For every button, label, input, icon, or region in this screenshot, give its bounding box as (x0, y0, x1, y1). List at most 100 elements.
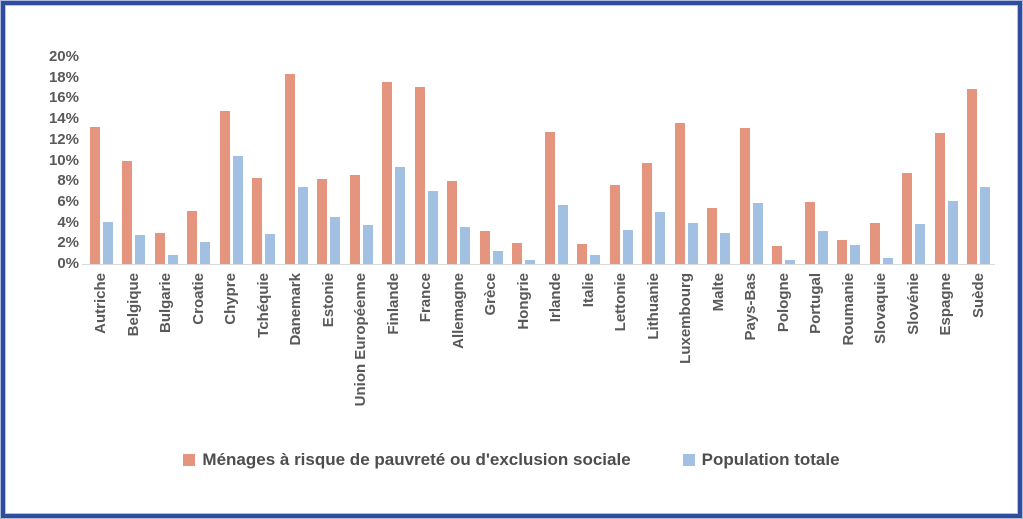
bar-population-suede (980, 187, 991, 264)
bar-population-union-europeenne (362, 224, 373, 264)
plot-area (82, 57, 995, 265)
bar-population-belgique (135, 235, 146, 264)
x-label-pays-bas: Pays-Bas (742, 273, 760, 341)
x-label-union-europeenne: Union Européenne (352, 273, 370, 407)
x-label-danemark: Danemark (287, 273, 305, 346)
x-label-tchequie: Tchéquie (254, 273, 272, 338)
x-label-espagne: Espagne (937, 273, 955, 336)
bar-menages-croatie (187, 211, 198, 264)
bar-menages-lettonie (609, 185, 620, 264)
x-label-autriche: Autriche (92, 273, 110, 334)
x-label-croatie: Croatie (189, 273, 207, 325)
bar-menages-union-europeenne (349, 175, 360, 264)
bar-menages-bulgarie (154, 232, 165, 264)
bar-population-italie (590, 254, 601, 264)
bar-population-irlande (557, 205, 568, 264)
bar-menages-irlande (544, 131, 555, 264)
bar-menages-allemagne (447, 181, 458, 264)
bar-population-espagne (947, 200, 958, 264)
bar-population-estonie (330, 217, 341, 264)
bar-population-pays-bas (752, 202, 763, 264)
bar-menages-italie (577, 244, 588, 264)
bar-menages-suede (967, 89, 978, 264)
x-label-belgique: Belgique (124, 273, 142, 337)
x-axis-line (82, 264, 995, 265)
bar-menages-estonie (317, 179, 328, 264)
y-tick-label-16: 16% (48, 89, 79, 107)
x-label-finlande: Finlande (384, 273, 402, 335)
bar-population-roumanie (850, 245, 861, 264)
x-label-portugal: Portugal (807, 273, 825, 334)
x-label-roumanie: Roumanie (839, 273, 857, 346)
y-tick-label-0: 0% (57, 255, 79, 272)
bar-population-chypre (232, 156, 243, 264)
bar-population-france (427, 190, 438, 264)
x-label-chypre: Chypre (222, 273, 240, 325)
y-tick-label-20: 20% (48, 48, 79, 65)
legend-label-population: Population totale (701, 450, 840, 469)
bar-menages-roumanie (837, 240, 848, 264)
legend-label-menages: Ménages à risque de pauvreté ou d'exclus… (202, 450, 631, 469)
bar-population-autriche (102, 221, 113, 264)
bar-population-slovenie (915, 223, 926, 264)
bar-menages-belgique (122, 160, 133, 264)
bar-population-portugal (817, 230, 828, 264)
bar-chart: 20% 18% 16% 14% 12% 10% 8% 6% 4% 2% 0% Autriche Bel… (5, 5, 1018, 514)
bar-menages-grece (479, 230, 490, 264)
bar-menages-hongrie (512, 243, 523, 264)
x-label-lettonie: Lettonie (612, 273, 630, 332)
y-tick-label-14: 14% (48, 110, 79, 128)
legend-item-population: Population totale (682, 450, 840, 470)
x-label-estonie: Estonie (319, 273, 337, 328)
legend-item-menages: Ménages à risque de pauvreté ou d'exclus… (183, 450, 631, 470)
bar-menages-pologne (772, 246, 783, 264)
bar-population-malte (720, 232, 731, 264)
x-label-italie: Italie (579, 273, 597, 308)
bar-menages-france (414, 87, 425, 264)
bar-population-croatie (200, 242, 211, 264)
bar-population-danemark (297, 187, 308, 264)
y-tick-label-18: 18% (48, 68, 79, 86)
bar-population-grece (492, 250, 503, 264)
bar-menages-chypre (219, 110, 230, 264)
x-label-pologne: Pologne (774, 273, 792, 333)
x-label-irlande: Irlande (547, 273, 565, 323)
x-label-luxembourg: Luxembourg (677, 273, 695, 364)
bar-menages-luxembourg (674, 123, 685, 264)
x-label-slovenie: Slovénie (904, 273, 922, 335)
bar-population-bulgarie (167, 254, 178, 264)
legend: Ménages à risque de pauvreté ou d'exclus… (5, 448, 1018, 472)
x-label-slovaquie: Slovaquie (872, 273, 890, 344)
x-label-allemagne: Allemagne (449, 273, 467, 349)
bar-menages-malte (707, 208, 718, 264)
bar-population-pologne (785, 259, 796, 264)
y-tick-label-12: 12% (48, 130, 79, 148)
bar-menages-lithuanie (642, 162, 653, 264)
bar-population-finlande (395, 166, 406, 264)
x-label-malte: Malte (709, 273, 727, 312)
bar-population-tchequie (265, 234, 276, 264)
bar-menages-slovenie (902, 172, 913, 264)
bar-population-hongrie (525, 259, 536, 264)
y-tick-label-4: 4% (57, 213, 79, 231)
bar-menages-espagne (934, 132, 945, 264)
x-label-hongrie: Hongrie (514, 273, 532, 330)
bar-population-lettonie (622, 229, 633, 264)
bar-population-slovaquie (882, 257, 893, 264)
bar-menages-pays-bas (739, 128, 750, 264)
bar-population-lithuanie (655, 212, 666, 264)
y-tick-label-10: 10% (48, 151, 79, 169)
y-tick-label-8: 8% (57, 172, 79, 190)
bar-population-luxembourg (687, 222, 698, 264)
y-tick-label-2: 2% (57, 234, 79, 252)
x-label-suede: Suède (969, 273, 987, 319)
y-tick-label-6: 6% (57, 192, 79, 210)
bar-menages-portugal (804, 201, 815, 264)
bar-population-allemagne (460, 226, 471, 264)
x-label-france: France (417, 273, 435, 323)
legend-swatch-population-icon (682, 454, 695, 466)
x-label-bulgarie: Bulgarie (157, 273, 175, 334)
bar-menages-danemark (284, 73, 295, 264)
